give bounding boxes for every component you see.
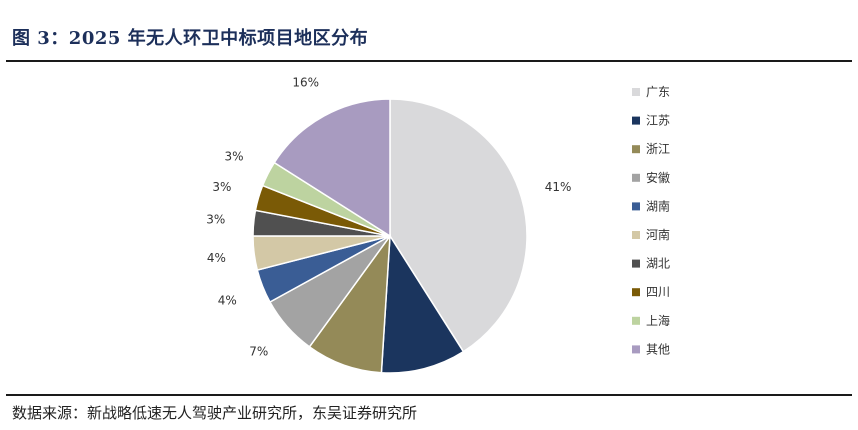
- pie-slice-10: [273, 98, 391, 238]
- slice-percent-label: 4%: [218, 293, 237, 307]
- legend-label: 湖南: [646, 198, 670, 213]
- legend-label: 湖北: [646, 256, 670, 271]
- legend-swatch: [632, 345, 640, 354]
- pie-slice-1: [389, 98, 528, 353]
- legend-label: 安徽: [646, 170, 670, 185]
- legend-swatch: [632, 116, 640, 125]
- pie-chart: 41%10%9%7%4%4%3%3%3%16% 广东江苏浙江安徽湖南河南湖北四川…: [206, 76, 670, 394]
- legend-swatch: [632, 202, 640, 211]
- legend-swatch: [632, 145, 640, 154]
- figure-source: 数据来源：新战略低速无人驾驶产业研究所，东吴证券研究所: [12, 404, 418, 422]
- legend-label: 其他: [646, 342, 670, 356]
- legend-label: 广东: [646, 85, 670, 99]
- slice-percent-label: 3%: [206, 213, 225, 227]
- figure-header: 图 3：2025 年无人环卫中标项目地区分布: [0, 0, 858, 62]
- bottom-rule: [6, 394, 852, 396]
- slice-percent-label: 41%: [545, 180, 572, 194]
- legend-swatch: [632, 288, 640, 297]
- slice-percent-label: 3%: [225, 150, 244, 164]
- legend-label: 浙江: [646, 142, 670, 156]
- legend-swatch: [632, 88, 640, 96]
- pie-slices: [252, 98, 528, 374]
- slice-percent-label: 7%: [249, 345, 268, 359]
- legend-label: 河南: [646, 227, 670, 242]
- top-rule: [6, 60, 852, 62]
- legend-swatch: [632, 231, 640, 239]
- pie-percent-labels: 41%10%9%7%4%4%3%3%3%16%: [206, 76, 571, 394]
- figure-title: 图 3：2025 年无人环卫中标项目地区分布: [12, 28, 369, 49]
- legend-swatch: [632, 173, 640, 182]
- pie-slice-2: [380, 233, 465, 374]
- legend-label: 上海: [646, 313, 670, 328]
- legend-label: 江苏: [646, 114, 670, 128]
- slice-percent-label: 4%: [207, 251, 226, 265]
- slice-percent-label: 3%: [212, 180, 231, 194]
- legend-label: 四川: [646, 285, 670, 299]
- legend-swatch: [632, 316, 640, 325]
- slice-percent-label: 16%: [292, 76, 319, 90]
- legend-swatch: [632, 259, 640, 268]
